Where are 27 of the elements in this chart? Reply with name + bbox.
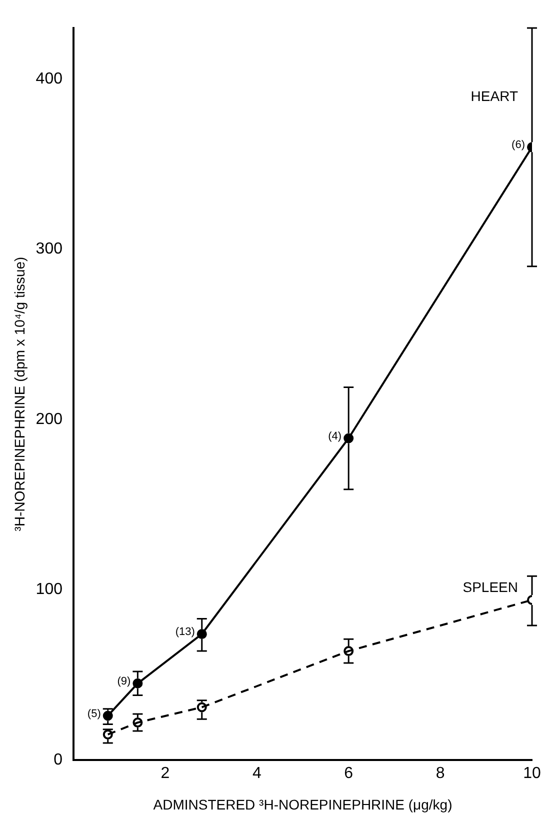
point [344,646,354,656]
annotation: (9) [117,675,131,688]
y-tick-label: 200 [36,410,63,428]
point [132,718,143,728]
x-tick-label: 10 [523,765,541,782]
x-tick-label: 8 [436,765,445,782]
y-tick-label: 300 [36,240,63,258]
point [196,629,207,640]
annotation: (5) [87,708,101,720]
y-axis-title: ³H-NOREPINEPHRINE (dpm x 10⁴/g tissue) [11,256,28,532]
x-tick-label: 6 [344,765,354,782]
annotation: (6) [512,139,525,152]
point [196,702,207,712]
x-tick-label: 2 [160,765,170,782]
annotation: (4) [328,430,342,442]
annotation: (13) [175,626,195,638]
y-tick-label: 400 [36,70,63,88]
point [102,710,113,721]
point [102,729,113,740]
x-tick-label: 4 [252,765,262,782]
point [132,678,143,688]
x-axis-title: ADMINSTERED ³H-NOREPINEPHRINE (μg/kg) [153,796,452,812]
series-label: SPLEEN [462,579,518,596]
point [344,433,354,444]
text: HEART [470,88,518,104]
y-tick-label: 0 [54,751,63,768]
y-tick-label: 100 [36,581,63,598]
